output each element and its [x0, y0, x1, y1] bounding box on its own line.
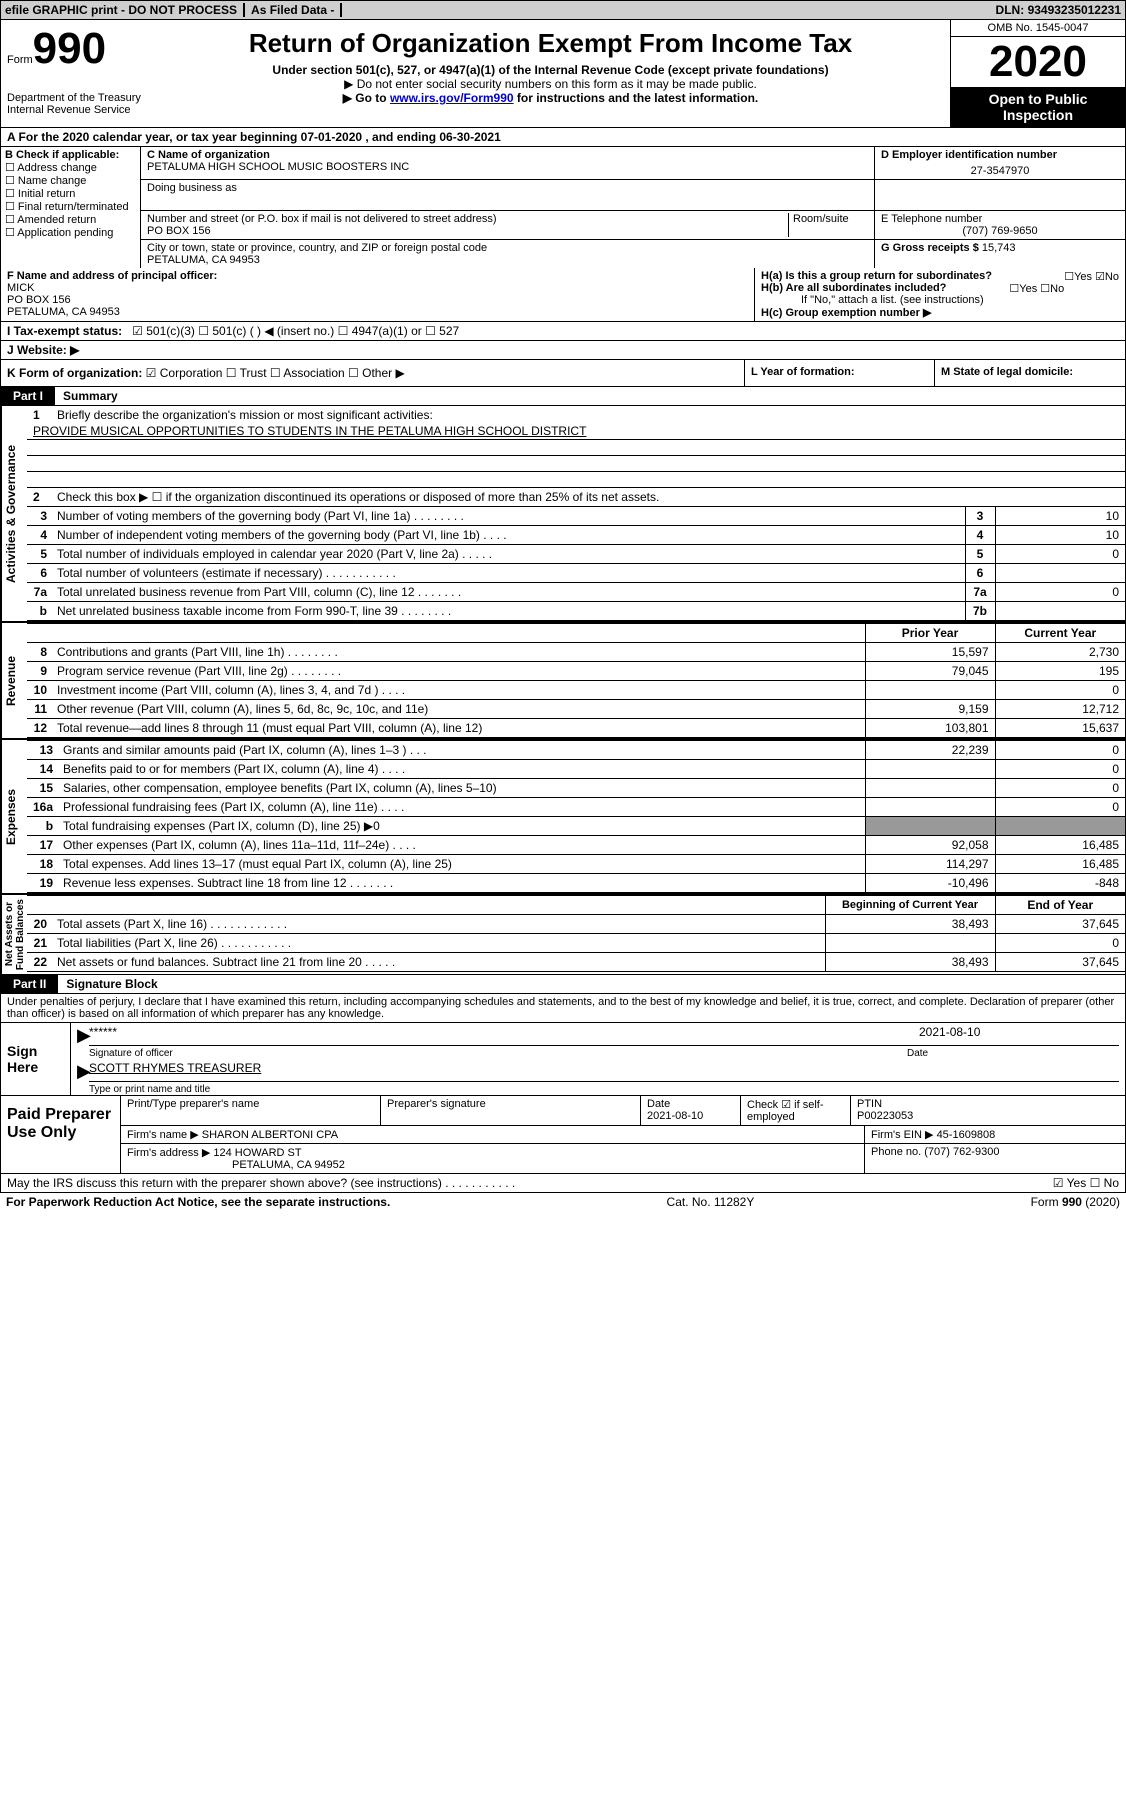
- dept-label: Department of the Treasury Internal Reve…: [7, 92, 145, 116]
- irs-link[interactable]: www.irs.gov/Form990: [390, 91, 514, 105]
- line-a: A For the 2020 calendar year, or tax yea…: [0, 128, 1126, 147]
- tax-year: 2020: [951, 37, 1125, 87]
- form-header: Form990 Department of the Treasury Inter…: [0, 20, 1126, 128]
- governance-section: Activities & Governance 1Briefly describ…: [0, 406, 1126, 621]
- line-i: I Tax-exempt status: ☑ 501(c)(3) ☐ 501(c…: [0, 322, 1126, 341]
- entity-block: B Check if applicable: ☐ Address change …: [0, 147, 1126, 268]
- net-assets-section: Net Assets or Fund Balances Beginning of…: [0, 893, 1126, 975]
- form-title: Return of Organization Exempt From Incom…: [155, 28, 946, 59]
- header-center: Return of Organization Exempt From Incom…: [151, 20, 950, 127]
- signature-declaration: Under penalties of perjury, I declare th…: [0, 994, 1126, 1023]
- row-klm: K Form of organization: ☑ Corporation ☐ …: [0, 360, 1126, 387]
- box-cd: C Name of organization PETALUMA HIGH SCH…: [141, 147, 1125, 268]
- paid-preparer-block: Paid Preparer Use Only Print/Type prepar…: [0, 1096, 1126, 1174]
- asfiled-label: As Filed Data -: [251, 3, 342, 17]
- efile-label: efile GRAPHIC print - DO NOT PROCESS: [5, 3, 245, 17]
- part-ii-header: Part II Signature Block: [0, 975, 1126, 994]
- telephone: (707) 769-9650: [881, 225, 1119, 237]
- dln: DLN: 93493235012231: [996, 3, 1121, 17]
- bottom-row: For Paperwork Reduction Act Notice, see …: [0, 1193, 1126, 1211]
- line-j: J Website: ▶: [0, 341, 1126, 360]
- box-b: B Check if applicable: ☐ Address change …: [1, 147, 141, 268]
- sign-here-block: Sign Here ▶ ****** 2021-08-10 Signature …: [0, 1023, 1126, 1096]
- net-assets-table: Beginning of Current YearEnd of Year 20T…: [27, 895, 1125, 972]
- street: PO BOX 156: [147, 225, 788, 237]
- row-fh: F Name and address of principal officer:…: [0, 268, 1126, 322]
- city-state: PETALUMA, CA 94953: [147, 254, 868, 266]
- header-left: Form990 Department of the Treasury Inter…: [1, 20, 151, 127]
- expenses-section: Expenses 13Grants and similar amounts pa…: [0, 738, 1126, 893]
- org-name: PETALUMA HIGH SCHOOL MUSIC BOOSTERS INC: [147, 161, 868, 173]
- header-right: OMB No. 1545-0047 2020 Open to Public In…: [950, 20, 1125, 127]
- omb-number: OMB No. 1545-0047: [951, 20, 1125, 37]
- ein: 27-3547970: [881, 161, 1119, 177]
- expenses-table: 13Grants and similar amounts paid (Part …: [27, 740, 1125, 893]
- efile-top-bar: efile GRAPHIC print - DO NOT PROCESS As …: [0, 0, 1126, 20]
- gross-receipts: 15,743: [982, 242, 1016, 254]
- revenue-table: Prior YearCurrent Year 8Contributions an…: [27, 623, 1125, 738]
- notice-2: ▶ Go to www.irs.gov/Form990 for instruct…: [155, 91, 946, 105]
- revenue-section: Revenue Prior YearCurrent Year 8Contribu…: [0, 621, 1126, 738]
- form-subtitle: Under section 501(c), 527, or 4947(a)(1)…: [155, 63, 946, 77]
- notice-1: ▶ Do not enter social security numbers o…: [155, 77, 946, 91]
- part-i-header: Part I Summary: [0, 387, 1126, 406]
- mission: PROVIDE MUSICAL OPPORTUNITIES TO STUDENT…: [27, 424, 1125, 440]
- irs-discuss-row: May the IRS discuss this return with the…: [0, 1174, 1126, 1193]
- governance-table: 3Number of voting members of the governi…: [27, 506, 1125, 621]
- open-to-public: Open to Public Inspection: [951, 87, 1125, 127]
